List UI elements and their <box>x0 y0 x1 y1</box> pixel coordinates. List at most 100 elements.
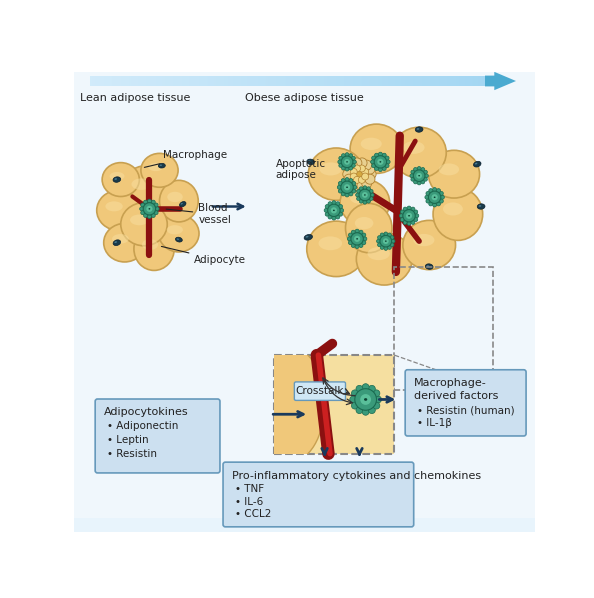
Circle shape <box>437 188 441 193</box>
Bar <box>99 75 100 86</box>
Bar <box>336 75 338 86</box>
Circle shape <box>421 180 425 184</box>
Bar <box>148 75 150 86</box>
Bar <box>450 75 451 86</box>
Circle shape <box>416 173 422 179</box>
Bar <box>187 75 189 86</box>
Bar <box>173 75 175 86</box>
Bar <box>333 75 335 86</box>
Bar <box>480 75 481 86</box>
Bar <box>290 75 292 86</box>
Bar <box>416 75 418 86</box>
Bar <box>179 75 181 86</box>
Ellipse shape <box>141 153 178 187</box>
Bar <box>123 75 124 86</box>
Bar <box>342 75 343 86</box>
Bar <box>317 75 318 86</box>
Bar <box>421 75 422 86</box>
Bar <box>185 75 187 86</box>
Bar <box>245 75 247 86</box>
Bar <box>459 75 460 86</box>
Bar <box>473 75 475 86</box>
Bar <box>377 75 378 86</box>
Bar <box>456 75 458 86</box>
Circle shape <box>373 390 380 396</box>
Bar <box>359 75 360 86</box>
Bar <box>279 75 281 86</box>
Ellipse shape <box>434 197 435 198</box>
Bar <box>232 75 234 86</box>
Circle shape <box>407 206 411 210</box>
Circle shape <box>383 153 386 157</box>
Bar <box>454 75 456 86</box>
Ellipse shape <box>113 240 121 246</box>
Circle shape <box>339 181 342 185</box>
Bar <box>286 75 287 86</box>
Circle shape <box>432 188 437 191</box>
Circle shape <box>352 181 362 190</box>
Ellipse shape <box>307 159 314 164</box>
Circle shape <box>359 200 363 203</box>
Circle shape <box>352 158 362 168</box>
Ellipse shape <box>413 234 434 246</box>
Circle shape <box>349 166 353 170</box>
Circle shape <box>429 188 433 193</box>
Bar <box>393 75 394 86</box>
Circle shape <box>345 178 349 182</box>
Bar <box>478 75 480 86</box>
Bar <box>190 75 192 86</box>
Circle shape <box>374 153 378 157</box>
Circle shape <box>339 205 343 209</box>
Bar <box>215 75 217 86</box>
Circle shape <box>352 156 355 160</box>
Circle shape <box>417 167 421 170</box>
Circle shape <box>356 385 363 392</box>
Bar <box>357 75 359 86</box>
Ellipse shape <box>346 203 392 253</box>
Bar <box>118 75 119 86</box>
Circle shape <box>347 160 357 170</box>
Bar <box>192 75 194 86</box>
Bar <box>337 75 339 86</box>
Circle shape <box>366 187 371 191</box>
Circle shape <box>362 192 368 198</box>
Circle shape <box>359 189 371 201</box>
Circle shape <box>358 165 365 172</box>
Ellipse shape <box>115 241 117 243</box>
Bar <box>263 75 264 86</box>
Bar <box>301 75 302 86</box>
Circle shape <box>351 243 355 248</box>
Bar <box>244 75 245 86</box>
Circle shape <box>341 192 345 196</box>
Circle shape <box>147 215 151 218</box>
Circle shape <box>383 167 386 170</box>
Bar <box>163 75 165 86</box>
Bar <box>253 75 255 86</box>
Bar <box>136 75 138 86</box>
FancyBboxPatch shape <box>295 382 346 401</box>
Bar <box>328 75 330 86</box>
Circle shape <box>378 243 381 246</box>
Text: Macrophage: Macrophage <box>144 150 228 167</box>
Bar <box>96 75 98 86</box>
Bar <box>168 75 169 86</box>
Bar <box>447 75 448 86</box>
Bar <box>174 75 176 86</box>
Bar <box>446 75 447 86</box>
Bar <box>460 75 462 86</box>
Circle shape <box>384 232 388 236</box>
Bar <box>124 75 126 86</box>
Bar <box>222 75 223 86</box>
Bar <box>210 75 211 86</box>
Circle shape <box>415 213 419 218</box>
Ellipse shape <box>361 138 382 150</box>
Bar <box>387 75 389 86</box>
Ellipse shape <box>380 161 381 163</box>
Bar <box>104 75 106 86</box>
Circle shape <box>378 152 383 156</box>
Bar <box>236 75 238 86</box>
Bar <box>158 75 160 86</box>
Circle shape <box>380 236 391 247</box>
Ellipse shape <box>255 347 324 462</box>
Bar <box>306 75 308 86</box>
